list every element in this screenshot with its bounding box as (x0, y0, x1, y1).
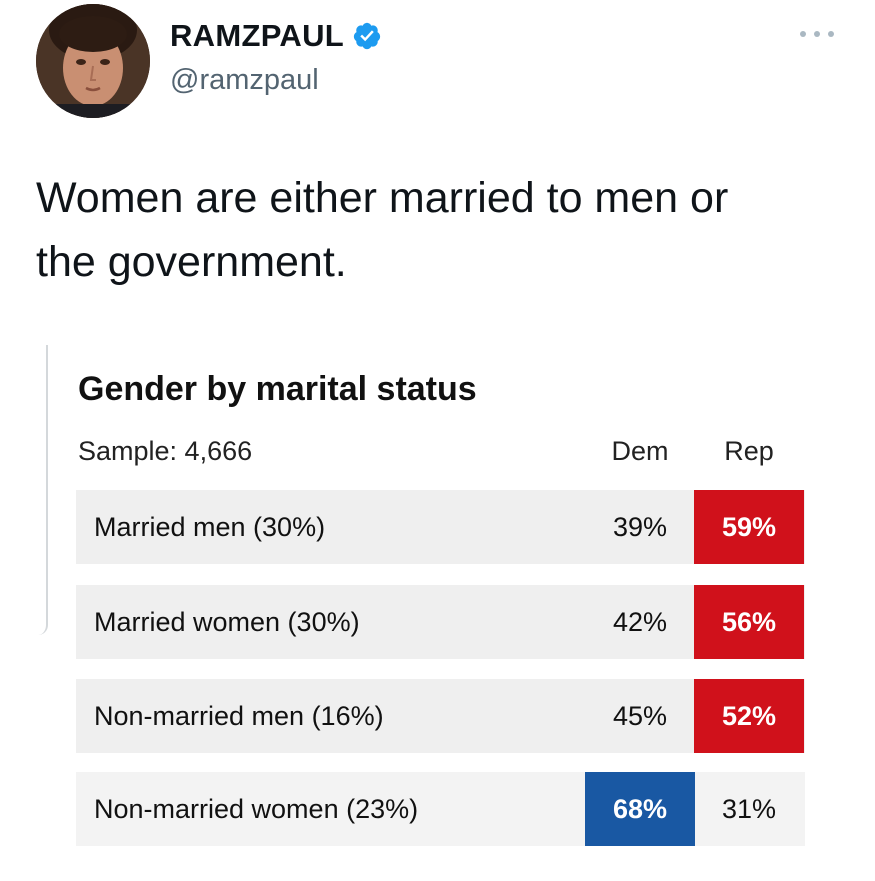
row-label: Non-married men (16%) (94, 701, 384, 731)
table-row-non-married-men: Non-married men (16%) 45% 52% (76, 679, 805, 753)
column-header-dem: Dem (611, 436, 669, 466)
tweet-text-line: the government. (36, 238, 347, 286)
row-label: Married women (30%) (94, 607, 360, 637)
rep-value-cell: 59% (694, 490, 804, 564)
table-row-non-married-women: Non-married women (23%) 68% 31% (76, 772, 805, 846)
table-row-married-women: Married women (30%) 42% 56% (76, 585, 805, 659)
author-name-row[interactable]: RAMZPAUL (170, 18, 382, 54)
row-label: Married men (30%) (94, 512, 326, 542)
column-header-rep: Rep (724, 436, 774, 466)
dem-value-cell: 42% (612, 607, 668, 637)
tweet-text-line: Women are either married to men or (36, 174, 729, 222)
avatar[interactable] (36, 4, 150, 118)
rep-value-cell: 56% (694, 585, 804, 659)
dem-value-cell: 39% (612, 512, 668, 542)
card-border (36, 345, 48, 635)
dem-value-cell: 68% (585, 772, 695, 846)
sample-size-label: Sample: 4,666 (78, 436, 253, 466)
display-name[interactable]: RAMZPAUL (170, 18, 345, 53)
row-label: Non-married women (23%) (94, 794, 419, 824)
author-handle[interactable]: @ramzpaul (170, 64, 319, 96)
verified-badge-icon (352, 21, 382, 51)
more-options-icon[interactable] (800, 28, 834, 40)
rep-value-cell: 52% (694, 679, 804, 753)
tweet-text: Women are either married to men or the g… (36, 166, 836, 294)
table-row-married-men: Married men (30%) 39% 59% (76, 490, 805, 564)
more-dot (800, 31, 806, 37)
more-dot (828, 31, 834, 37)
dem-value-cell: 45% (612, 701, 668, 731)
card-title: Gender by marital status (78, 370, 477, 408)
rep-value-cell: 31% (721, 794, 777, 824)
more-dot (814, 31, 820, 37)
